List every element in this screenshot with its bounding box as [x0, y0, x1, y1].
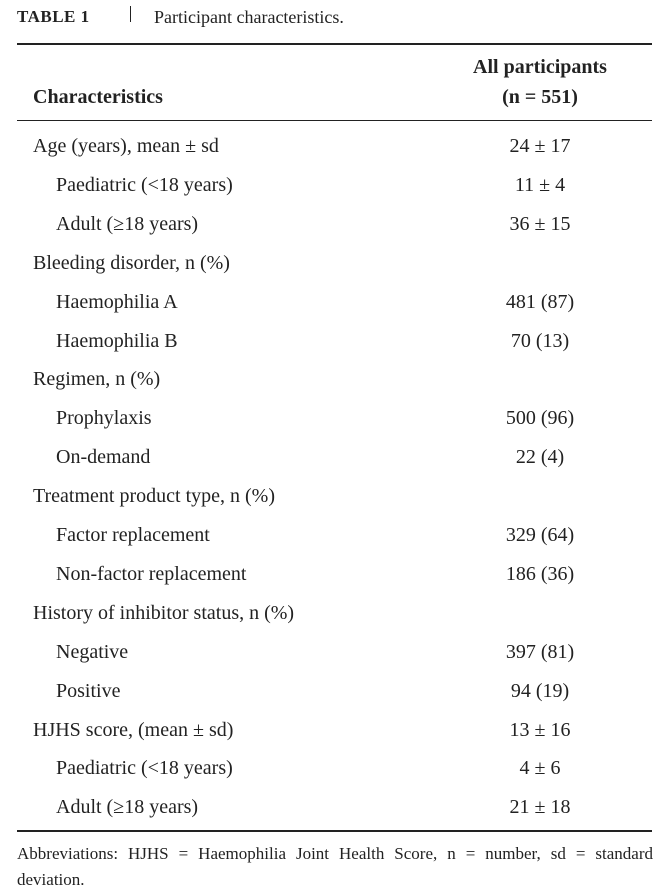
row-label: Haemophilia A [56, 290, 178, 313]
section-label: Bleeding disorder, n (%) [33, 251, 230, 274]
row-label: Adult (≥18 years) [56, 212, 199, 235]
separator [130, 6, 131, 22]
row-label: Haemophilia B [56, 329, 178, 352]
top-rule [17, 43, 652, 45]
cell-value: 24 ± 17 [509, 135, 571, 157]
cell-value: 186 (36) [505, 562, 575, 585]
cell-value: 36 ± 15 [509, 212, 571, 235]
section-label: Age (years), mean ± sd [33, 135, 219, 157]
cell-value: 94 (19) [510, 679, 570, 702]
cell-value: 329 (64) [505, 524, 575, 546]
row-label: Factor replacement [56, 524, 210, 546]
header-rule [17, 120, 652, 121]
row-label: Prophylaxis [56, 407, 152, 430]
row-label: Paediatric (<18 years) [56, 173, 233, 196]
column-header: All participants [473, 56, 607, 78]
cell-value: 481 (87) [505, 290, 575, 313]
section-label: Regimen, n (%) [33, 368, 161, 391]
cell-value: 11 ± 4 [514, 173, 566, 196]
section-label: History of inhibitor status, n (%) [33, 601, 295, 624]
row-label: Negative [56, 640, 129, 663]
cell-value: 21 ± 18 [509, 796, 571, 819]
bottom-rule [17, 830, 652, 832]
cell-value: 397 (81) [505, 640, 575, 663]
section-label: HJHS score, (mean ± sd) [33, 718, 234, 741]
cell-value: 13 ± 16 [509, 718, 571, 741]
section-label: Treatment product type, n (%) [33, 485, 275, 508]
cell-value: 500 (96) [505, 407, 575, 430]
footnote: Abbreviations: HJHS = Haemophilia Joint … [17, 844, 653, 889]
row-label: Adult (≥18 years) [56, 796, 199, 819]
column-header: (n = 551) [502, 86, 578, 108]
table-title: Participant characteristics. [154, 7, 344, 27]
row-label: On-demand [56, 446, 151, 469]
cell-value: 22 (4) [515, 446, 565, 469]
cell-value: 4 ± 6 [519, 757, 561, 780]
table-label: TABLE 1 [17, 7, 90, 26]
cell-value: 70 (13) [510, 329, 570, 352]
row-label: Non-factor replacement [56, 562, 247, 585]
column-header: Characteristics [33, 86, 163, 108]
row-label: Paediatric (<18 years) [56, 757, 233, 780]
row-label: Positive [56, 679, 121, 702]
